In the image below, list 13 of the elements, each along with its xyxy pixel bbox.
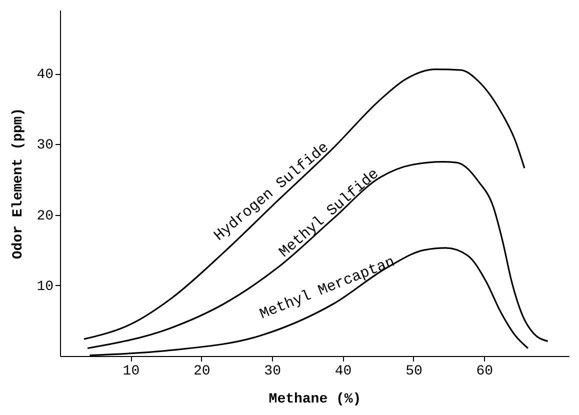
x-tick-label: 40 — [334, 364, 352, 380]
y-tick-label: 30 — [36, 138, 54, 154]
x-tick-label: 20 — [193, 364, 210, 380]
y-axis-title: Odor Element (ppm) — [10, 108, 27, 260]
x-tick-label: 10 — [122, 364, 140, 380]
x-tick-label: 30 — [264, 364, 281, 380]
y-tick-label: 20 — [36, 208, 54, 224]
y-tick-label: 10 — [36, 278, 54, 295]
x-tick-label: 50 — [406, 364, 422, 380]
y-tick-label: 40 — [36, 67, 54, 84]
line-series — [83, 68, 526, 340]
x-tick-label: 60 — [476, 364, 494, 380]
x-axis-title: Methane (%) — [268, 392, 362, 408]
